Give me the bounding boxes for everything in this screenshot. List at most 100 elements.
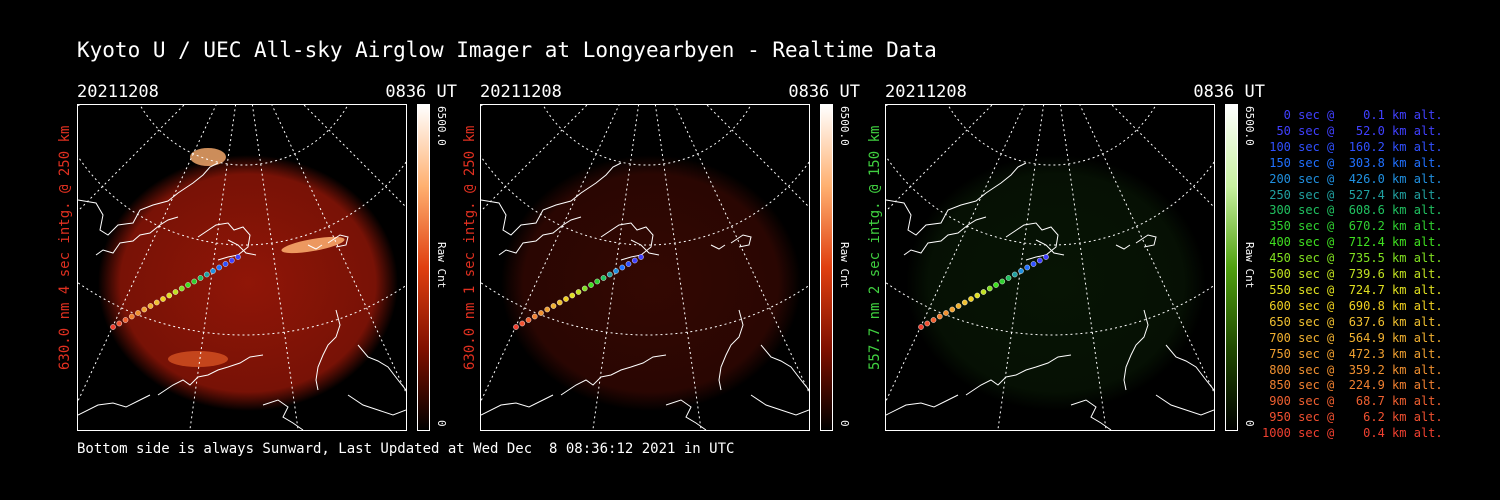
airglow-disk — [906, 155, 1206, 411]
airglow-disk — [98, 155, 398, 411]
trajectory-point — [606, 271, 613, 278]
trajectory-point — [519, 320, 526, 327]
trajectory-point — [222, 261, 229, 267]
trajectory-point — [974, 292, 981, 299]
color-bar-unit: Raw Cnt — [435, 242, 448, 289]
panel-ylabel: 557.7 nm 2 sec intg. @ 150 km — [867, 125, 883, 370]
color-bar-unit: Raw Cnt — [1243, 242, 1256, 289]
trajectory-point — [544, 306, 551, 313]
trajectory-point — [197, 275, 204, 281]
trajectory-point — [638, 254, 644, 260]
trajectory-point — [178, 285, 185, 292]
legend-row: 900 sec @ 68.7 km alt. — [1262, 394, 1443, 409]
trajectory-point — [531, 313, 538, 320]
legend-row: 650 sec @ 637.6 km alt. — [1262, 314, 1443, 329]
legend-row: 550 sec @ 724.7 km alt. — [1262, 282, 1443, 297]
trajectory-point — [122, 317, 129, 323]
aurora-arc — [281, 236, 345, 254]
trajectory-point — [569, 292, 576, 299]
legend-row: 600 sec @ 690.8 km alt. — [1262, 298, 1443, 313]
trajectory-point — [1024, 264, 1031, 271]
aurora-patch — [190, 148, 226, 166]
map-canvas — [886, 105, 1214, 430]
coastline — [886, 162, 1214, 430]
trajectory-point — [203, 271, 210, 278]
color-bar-max: 6500.0 — [838, 106, 851, 146]
trajectory-point — [936, 313, 943, 320]
trajectory-point — [1005, 275, 1012, 281]
trajectory-point — [128, 313, 135, 320]
panel-time: 0836 UT — [788, 82, 860, 102]
trajectory-point — [110, 324, 116, 330]
color-bar-max: 6500.0 — [435, 106, 448, 146]
aurora-patch — [168, 351, 228, 367]
allsky-image-map — [885, 104, 1215, 431]
trajectory-point — [943, 310, 949, 316]
trajectory-point — [949, 306, 956, 313]
trajectory-point — [594, 278, 601, 285]
panel-date: 20211208 — [480, 82, 562, 102]
color-bar-unit: Raw Cnt — [838, 242, 851, 289]
color-bar-max: 6500.0 — [1243, 106, 1256, 146]
trajectory-point — [563, 296, 569, 302]
map-canvas — [78, 105, 406, 430]
trajectory-point — [980, 289, 987, 295]
trajectory-point — [1030, 261, 1037, 267]
coastline — [481, 162, 809, 430]
trajectory-point — [918, 324, 924, 330]
allsky-image-map — [480, 104, 810, 431]
trajectory-point — [166, 292, 173, 299]
legend-row: 950 sec @ 6.2 km alt. — [1262, 410, 1443, 425]
trajectory-point — [135, 310, 141, 316]
trajectory-point — [588, 282, 594, 288]
color-bar-min: 0 — [435, 420, 448, 427]
trajectory-point — [993, 282, 999, 288]
map-canvas — [481, 105, 809, 430]
legend-row: 400 sec @ 712.4 km alt. — [1262, 235, 1443, 250]
trajectory-point — [141, 306, 148, 313]
legend-row: 750 sec @ 472.3 km alt. — [1262, 346, 1443, 361]
trajectory-point — [153, 299, 160, 306]
panel-date: 20211208 — [77, 82, 159, 102]
trajectory-point — [147, 303, 154, 309]
legend-row: 800 sec @ 359.2 km alt. — [1262, 362, 1443, 377]
legend-row: 150 sec @ 303.8 km alt. — [1262, 155, 1443, 170]
legend-row: 850 sec @ 224.9 km alt. — [1262, 378, 1443, 393]
trajectory-point — [216, 264, 223, 271]
legend-row: 500 sec @ 739.6 km alt. — [1262, 267, 1443, 282]
trajectory-point — [1018, 268, 1024, 274]
legend-row: 100 sec @ 160.2 km alt. — [1262, 139, 1443, 154]
panel-ylabel: 630.0 nm 1 sec intg. @ 250 km — [462, 125, 478, 370]
legend-row: 200 sec @ 426.0 km alt. — [1262, 171, 1443, 186]
trajectory-point — [235, 254, 241, 260]
imager-panel-630nm-1sec: 20211208 0836 UT 6500.0 Raw Cnt 0 — [480, 82, 860, 432]
trajectory-point — [538, 310, 544, 316]
legend-row: 250 sec @ 527.4 km alt. — [1262, 187, 1443, 202]
legend-row: 450 sec @ 735.5 km alt. — [1262, 251, 1443, 266]
trajectory-point — [550, 303, 557, 309]
trajectory-point — [613, 268, 619, 274]
trajectory-legend: 0 sec @ 0.1 km alt. 50 sec @ 52.0 km alt… — [1262, 108, 1443, 442]
trajectory-point — [930, 317, 937, 323]
trajectory-point — [185, 282, 191, 288]
trajectory-point — [513, 324, 519, 330]
coastline — [78, 162, 406, 430]
trajectory-point — [961, 299, 968, 306]
legend-row: 350 sec @ 670.2 km alt. — [1262, 219, 1443, 234]
satellite-trajectory — [110, 254, 241, 330]
panel-date: 20211208 — [885, 82, 967, 102]
trajectory-point — [556, 299, 563, 306]
trajectory-point — [999, 278, 1006, 285]
panel-time: 0836 UT — [1193, 82, 1265, 102]
trajectory-point — [581, 285, 588, 292]
color-bar-min: 0 — [1243, 420, 1256, 427]
trajectory-point — [1043, 254, 1049, 260]
legend-row: 0 sec @ 0.1 km alt. — [1262, 108, 1443, 122]
satellite-trajectory — [918, 254, 1049, 330]
trajectory-point — [631, 257, 638, 264]
trajectory-point — [210, 268, 216, 274]
imager-panel-557nm-2sec: 20211208 0836 UT 6500.0 Raw Cnt 0 — [885, 82, 1265, 432]
page-title: Kyoto U / UEC All-sky Airglow Imager at … — [77, 38, 937, 62]
trajectory-point — [191, 278, 198, 285]
allsky-image-map — [77, 104, 407, 431]
